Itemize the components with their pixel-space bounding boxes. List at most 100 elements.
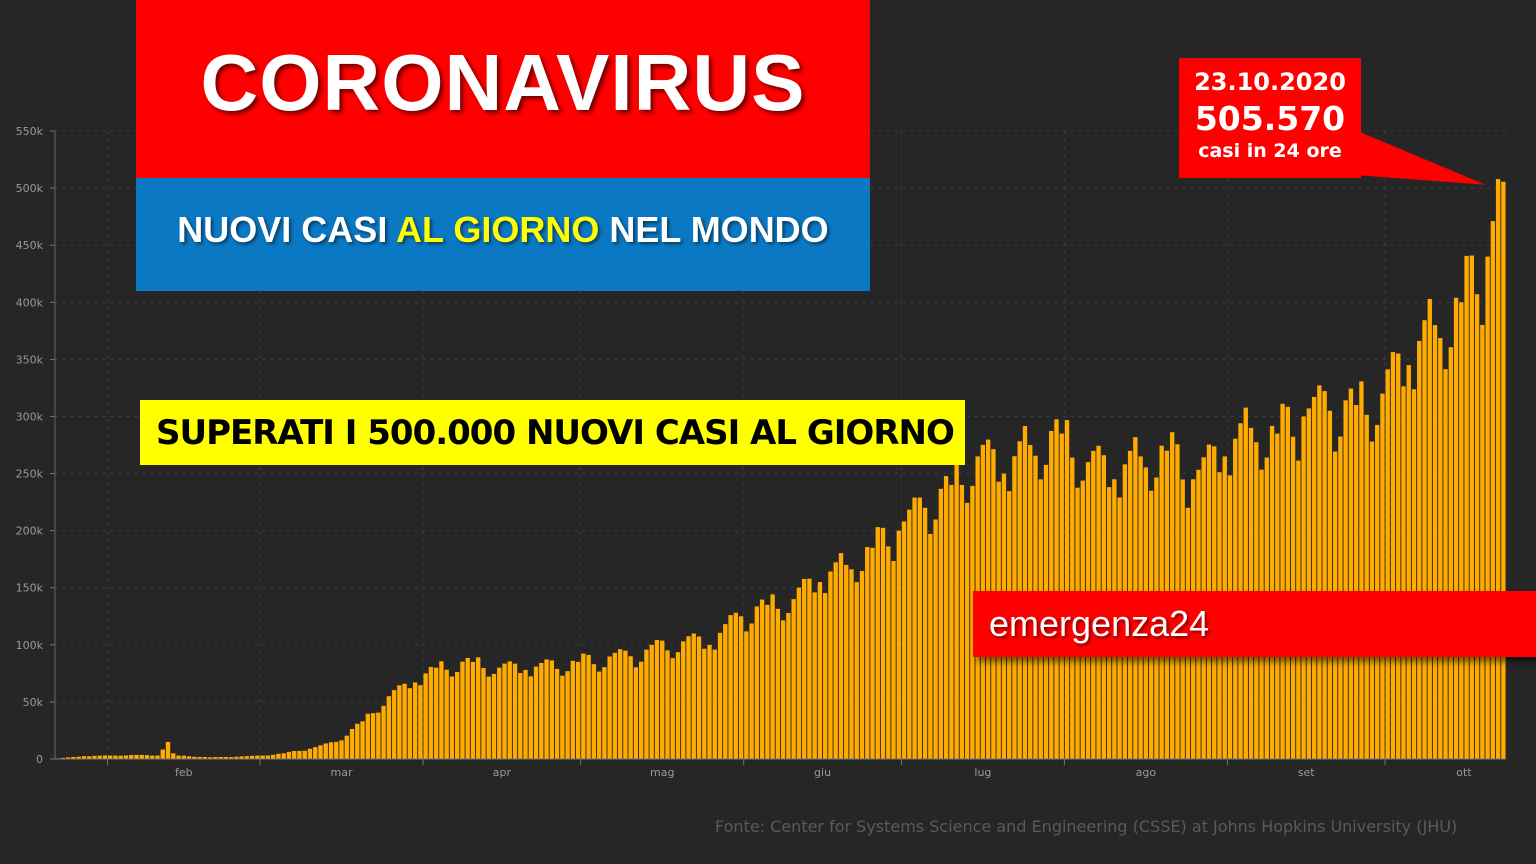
bar <box>65 757 71 759</box>
bar <box>1285 406 1291 759</box>
bar <box>1280 403 1285 759</box>
bar <box>728 615 733 759</box>
bar <box>1438 338 1443 759</box>
bar <box>1348 388 1354 759</box>
bar <box>896 530 901 759</box>
bar <box>933 519 938 759</box>
bar <box>1359 381 1364 759</box>
bar <box>649 644 654 759</box>
bar <box>349 728 355 759</box>
bar <box>1322 391 1327 759</box>
bar <box>491 673 497 759</box>
bar <box>1427 299 1432 759</box>
bar <box>717 632 723 759</box>
bar <box>875 527 880 759</box>
y-tick-label: 400k <box>16 296 44 309</box>
bar <box>171 753 176 759</box>
bar <box>249 755 255 759</box>
bar <box>470 661 476 759</box>
bar <box>702 648 707 759</box>
x-tick-label: mag <box>650 766 674 779</box>
bar <box>512 663 518 759</box>
bar <box>428 666 434 759</box>
bar <box>959 484 965 759</box>
bar <box>444 669 449 759</box>
y-tick-label: 150k <box>16 582 44 595</box>
bar <box>71 756 76 759</box>
bar <box>654 639 660 759</box>
bar <box>1385 369 1390 759</box>
x-tick-label: giu <box>814 766 831 779</box>
bar <box>1317 385 1322 759</box>
bar <box>523 669 528 759</box>
callout-value: 505.570 <box>1194 99 1346 138</box>
bar <box>60 757 66 759</box>
bar <box>807 578 812 759</box>
bar <box>765 604 770 759</box>
bar <box>665 650 670 759</box>
bar <box>123 755 129 759</box>
bar <box>1464 255 1469 759</box>
bar <box>1432 325 1438 759</box>
bar <box>1495 179 1501 760</box>
bar <box>1311 396 1317 759</box>
bar <box>759 599 765 759</box>
bar <box>497 667 502 759</box>
bar <box>92 755 97 759</box>
bar <box>675 652 681 759</box>
bar <box>770 594 775 759</box>
bar <box>565 671 570 759</box>
headline-banner: SUPERATI I 500.000 NUOVI CASI AL GIORNO <box>140 400 965 465</box>
bar <box>912 497 917 759</box>
bar <box>218 756 223 759</box>
bar <box>775 608 781 759</box>
bar <box>144 755 150 759</box>
page-title: CORONAVIRUS <box>200 38 806 127</box>
bar <box>639 661 644 759</box>
bar <box>139 754 144 759</box>
bar <box>633 667 639 759</box>
bar <box>323 743 328 759</box>
bar <box>901 521 907 759</box>
y-tick-label: 250k <box>16 468 44 481</box>
bar <box>129 755 134 759</box>
title-banner: CORONAVIRUS <box>136 0 870 178</box>
bar <box>644 649 649 759</box>
bar <box>1422 320 1427 759</box>
bar <box>192 756 197 759</box>
bar <box>560 675 565 759</box>
bar <box>1306 408 1312 759</box>
bar <box>817 582 823 759</box>
bar <box>670 658 675 759</box>
bar <box>118 755 123 759</box>
bar <box>465 657 470 759</box>
bar <box>244 756 250 759</box>
bar <box>239 756 244 759</box>
bar <box>1396 353 1401 759</box>
bar <box>455 671 460 759</box>
bar <box>854 582 859 759</box>
bar <box>86 756 92 759</box>
bar <box>381 705 386 759</box>
bar <box>544 659 549 759</box>
bar <box>181 755 186 759</box>
bar <box>1301 416 1306 759</box>
bar <box>150 755 155 759</box>
bar <box>1443 369 1448 759</box>
bar <box>570 660 576 759</box>
bar <box>433 667 439 759</box>
bar <box>213 757 218 759</box>
bar <box>1401 386 1406 759</box>
bar <box>270 754 276 759</box>
bar <box>1054 419 1059 759</box>
bar <box>376 712 381 759</box>
y-tick-label: 300k <box>16 410 44 423</box>
bar <box>596 671 602 759</box>
bar <box>575 661 581 759</box>
bar <box>928 533 933 759</box>
bar <box>439 661 444 759</box>
bar <box>780 620 786 759</box>
bar <box>707 644 712 759</box>
bar <box>870 547 875 759</box>
bar <box>460 661 465 759</box>
